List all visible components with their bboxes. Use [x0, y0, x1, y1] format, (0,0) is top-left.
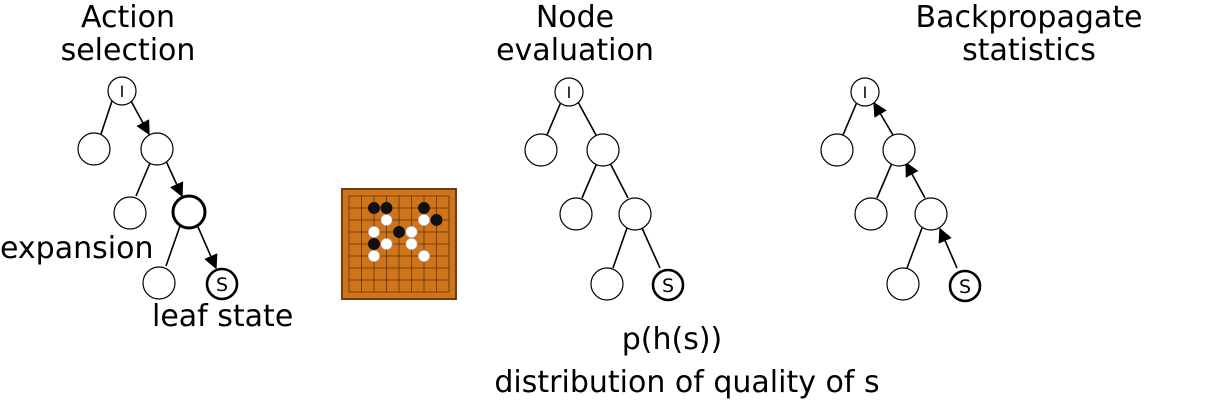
- tree-node: [586, 133, 620, 167]
- leaf-node-label: S: [662, 275, 674, 297]
- tree-node: [142, 266, 176, 300]
- expansion-label: expansion: [0, 231, 153, 266]
- panel2-title-line1: Node: [536, 0, 614, 35]
- edge-arrow: [165, 160, 184, 198]
- black-stone: [430, 214, 443, 226]
- white-stone: [380, 238, 393, 250]
- panel3-title-line2: statistics: [962, 33, 1096, 68]
- black-stone: [393, 226, 405, 238]
- leaf-node-label: S: [959, 276, 971, 298]
- tree-node: [524, 133, 558, 167]
- panel-backpropagate-statistics: Backpropagate statistics I S: [820, 0, 1143, 303]
- edge: [546, 101, 562, 136]
- board-stones: [368, 202, 443, 262]
- edge: [876, 162, 893, 199]
- tree-node: [77, 132, 111, 166]
- edge-arrow: [873, 101, 894, 136]
- edge: [609, 162, 629, 199]
- root-node: [107, 76, 137, 106]
- tree-node: [882, 133, 916, 167]
- root-node: [850, 77, 880, 107]
- edge-arrow: [197, 226, 218, 270]
- tree-node: [618, 197, 652, 231]
- edge: [906, 227, 923, 269]
- distribution-label: distribution of quality of s: [494, 365, 879, 400]
- white-stone: [418, 250, 430, 262]
- white-stone: [380, 214, 393, 226]
- black-stone: [368, 238, 380, 250]
- leaf-node-label: S: [216, 274, 228, 296]
- edge: [581, 162, 598, 199]
- edge: [641, 227, 661, 269]
- white-stone: [368, 250, 380, 262]
- edge-arrow: [905, 161, 926, 199]
- white-stone: [405, 226, 418, 238]
- panel1-title-line2: selection: [61, 33, 196, 68]
- panel1-title-line1: Action: [81, 0, 175, 35]
- root-node: [554, 77, 584, 107]
- edge-arrow: [938, 227, 958, 269]
- tree-node: [590, 267, 624, 301]
- black-stone: [418, 202, 430, 214]
- black-stone: [380, 202, 393, 214]
- tree-node: [113, 196, 147, 230]
- leaf-state-node: [651, 268, 685, 302]
- go-board: [341, 188, 457, 300]
- panel-action-selection: Action selection I S expansion leaf stat…: [0, 0, 293, 334]
- root-node-label: I: [863, 83, 868, 102]
- tree-node: [820, 133, 854, 167]
- tree-node: [559, 197, 593, 231]
- leaf-state-node: [948, 269, 982, 303]
- tree-node: [914, 197, 948, 231]
- black-stone: [368, 202, 380, 214]
- root-node-label: I: [567, 83, 572, 102]
- tree-node: [140, 132, 174, 166]
- probability-label: p(h(s)): [622, 322, 723, 357]
- panel2-title-line2: evaluation: [496, 33, 654, 68]
- edge: [612, 227, 628, 269]
- edge: [842, 101, 858, 136]
- edge: [577, 101, 597, 136]
- leaf-state-label: leaf state: [152, 299, 293, 334]
- tree-node: [854, 197, 888, 231]
- white-stone: [405, 238, 418, 250]
- edge: [165, 225, 181, 267]
- tree-node: [886, 267, 920, 301]
- panel3-title-line1: Backpropagate: [916, 0, 1143, 35]
- board-grid: [348, 195, 450, 293]
- leaf-state-node: [205, 267, 239, 301]
- edge-arrow: [130, 100, 150, 136]
- edge: [135, 162, 151, 197]
- edge: [100, 100, 113, 135]
- white-stone: [418, 214, 430, 226]
- white-stone: [368, 226, 380, 238]
- root-node-label: I: [120, 82, 125, 101]
- expansion-node: [171, 194, 207, 230]
- panel-node-evaluation: Node evaluation I S p(h(s)) distribution…: [494, 0, 879, 400]
